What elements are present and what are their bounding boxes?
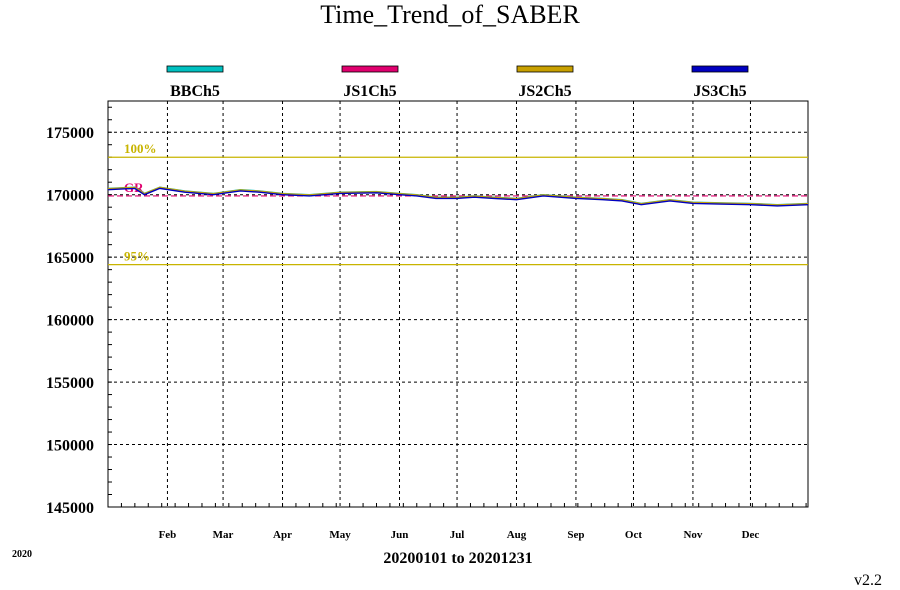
x-tick-label: Mar	[213, 529, 234, 541]
x-tick-label: Feb	[159, 529, 177, 541]
legend-swatch	[166, 65, 224, 73]
y-tick-label: 150000	[46, 438, 94, 455]
legend-label: JS1Ch5	[343, 83, 396, 100]
x-tick-label: Jun	[391, 529, 409, 541]
x-axis: Feb Mar Apr May Jun Jul Aug Sep Oct Nov Dec	[159, 529, 760, 541]
x-tick-label: Nov	[683, 529, 702, 541]
plot-frame	[107, 100, 809, 508]
chart-title: Time_Trend_of_SABER	[320, 0, 580, 29]
legend-label: JS2Ch5	[518, 83, 571, 100]
grid-lines	[108, 101, 808, 507]
y-tick-label: 165000	[46, 250, 94, 267]
x-tick-label: Aug	[507, 529, 527, 541]
reference-label: 95%	[124, 249, 150, 264]
y-tick-label: 160000	[46, 313, 94, 330]
minor-ticks	[107, 106, 807, 508]
legend-swatch	[691, 65, 749, 73]
x-tick-label: Oct	[625, 529, 642, 541]
y-axis: 145000 150000 155000 160000 165000 170000 1750…	[46, 125, 94, 517]
legend-label: BBCh5	[170, 83, 220, 100]
y-tick-label: 170000	[46, 188, 94, 205]
y-tick-label: 145000	[46, 500, 94, 517]
legend: BBCh5 JS1Ch5 JS2Ch5 JS3Ch5	[166, 65, 749, 100]
y-tick-label: 155000	[46, 375, 94, 392]
reference-label: 100%	[124, 141, 157, 156]
x-tick-label: Jul	[450, 529, 465, 541]
legend-swatch	[341, 65, 399, 73]
x-tick-label: Sep	[567, 529, 584, 541]
x-tick-label: Apr	[273, 529, 292, 541]
x-tick-label: May	[329, 529, 351, 541]
version-label: v2.2	[854, 572, 882, 589]
year-label: 2020	[12, 549, 32, 560]
series-line-JS3Ch5	[107, 187, 809, 207]
legend-swatch	[516, 65, 574, 73]
x-tick-label: Dec	[742, 529, 760, 541]
series-line-JS2Ch5	[107, 186, 809, 206]
legend-label: JS3Ch5	[693, 83, 746, 100]
date-range-label: 20200101 to 20201231	[383, 550, 532, 567]
y-tick-label: 175000	[46, 125, 94, 142]
series-lines	[107, 186, 809, 207]
